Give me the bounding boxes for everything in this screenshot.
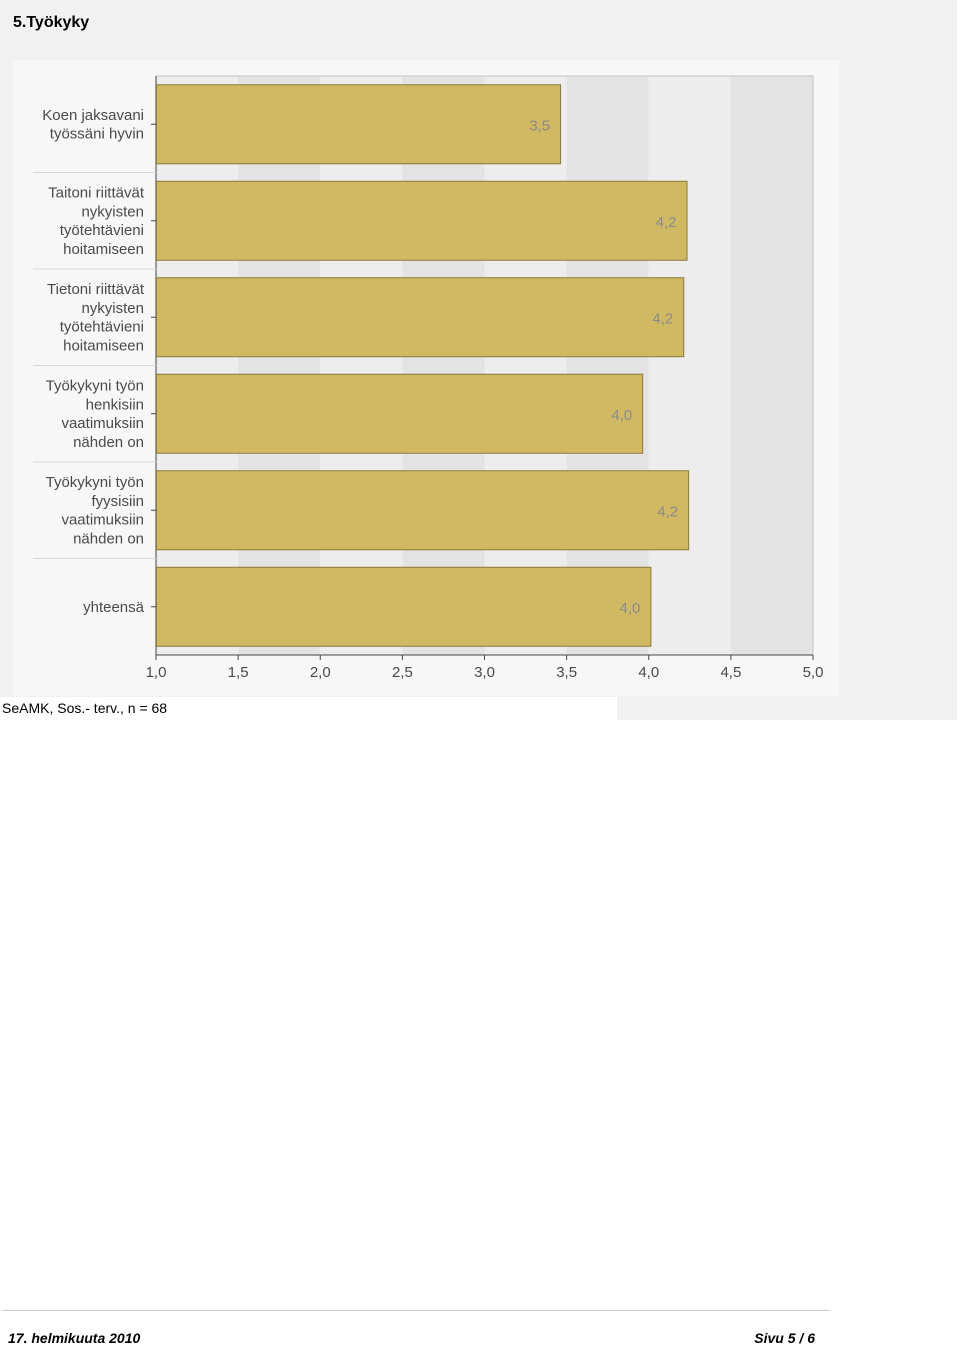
x-tick-label: 2,5 (392, 664, 413, 681)
grid-band (402, 76, 485, 655)
grid-band (320, 76, 403, 655)
category-label: vaatimuksiin (61, 512, 144, 529)
x-tick-label: 5,0 (803, 664, 824, 681)
bar (156, 180, 688, 261)
value-label: 4,0 (620, 600, 641, 617)
grid-band (156, 76, 239, 655)
x-tick-label: 3,5 (556, 664, 577, 681)
caption-background (0, 697, 617, 720)
category-label: Työkykyni työn (46, 378, 144, 395)
category-label: henkisiin (86, 396, 144, 413)
x-tick-label: 1,0 (146, 664, 167, 681)
category-label: vaatimuksiin (61, 415, 144, 432)
footer-divider (2, 1310, 830, 1311)
value-label: 3,5 (529, 117, 550, 134)
grid-band (730, 76, 813, 655)
bar (156, 566, 652, 647)
chart-caption: SeAMK, Sos.- terv., n = 68 (2, 700, 168, 716)
category-label: nykyisten (81, 203, 144, 220)
category-label: työssäni hyvin (50, 126, 144, 143)
category-label: nähden on (73, 530, 144, 547)
page-title: 5.Työkyky (13, 14, 90, 31)
value-label: 4,2 (652, 310, 673, 327)
category-label: nähden on (73, 434, 144, 451)
x-tick-label: 4,5 (720, 664, 741, 681)
category-label: Työkykyni työn (46, 474, 144, 491)
value-label: 4,0 (611, 407, 632, 424)
category-label: työtehtävieni (60, 222, 144, 239)
chart-panel: 3,5 Koen jaksavani työssäni hyvin 4,2 Taiton… (13, 60, 839, 696)
x-tick-label: 4,0 (638, 664, 659, 681)
grid-band (484, 76, 567, 655)
grid-band (648, 76, 731, 655)
value-label: 4,2 (656, 214, 677, 231)
footer-date: 17. helmikuuta 2010 (8, 1330, 141, 1346)
grid-band (566, 76, 649, 655)
bar-chart: 3,5 Koen jaksavani työssäni hyvin 4,2 Taiton… (33, 75, 824, 681)
category-label: Taitoni riittävät (48, 185, 145, 202)
bar (156, 277, 685, 358)
grid-band (238, 76, 321, 655)
category-label: työtehtävieni (60, 319, 144, 336)
category-label: hoitamiseen (63, 241, 144, 258)
category-label: Koen jaksavani (42, 107, 144, 124)
bar (156, 470, 690, 551)
footer-page-number: Sivu 5 / 6 (754, 1330, 815, 1346)
value-label: 4,2 (657, 503, 678, 520)
category-label: fyysisiin (91, 493, 144, 510)
x-tick-label: 1,5 (228, 664, 249, 681)
bar (156, 373, 644, 454)
category-label: nykyisten (81, 300, 144, 317)
category-label: Tietoni riittävät (47, 281, 145, 298)
category-label: yhteensä (83, 599, 145, 616)
x-tick-label: 3,0 (474, 664, 495, 681)
category-label: hoitamiseen (63, 337, 144, 354)
x-tick-label: 2,0 (310, 664, 331, 681)
bar (156, 84, 562, 165)
